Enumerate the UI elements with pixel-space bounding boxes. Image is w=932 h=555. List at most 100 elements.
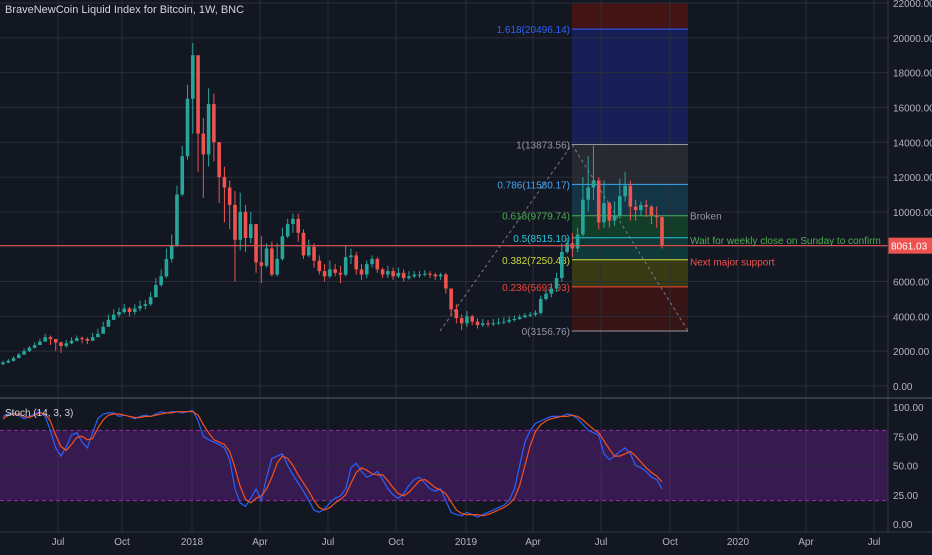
candle-body — [523, 315, 527, 318]
candle-body — [349, 255, 353, 258]
fib-zone — [572, 237, 688, 260]
candle-body — [438, 274, 443, 277]
candle-body — [190, 55, 195, 99]
candle-body — [412, 274, 417, 277]
candle-body — [596, 180, 601, 223]
candle-body — [544, 293, 548, 299]
candle-body — [291, 218, 295, 225]
candle-body — [238, 211, 243, 240]
candle-body — [154, 285, 158, 298]
y-tick-label: 14000.00 — [893, 138, 932, 149]
candle-body — [628, 185, 633, 207]
stoch-d-line — [2, 411, 663, 517]
stoch-y-tick-label: 0.00 — [893, 520, 913, 531]
fib-level-label: 0.236(5693.93) — [502, 283, 570, 294]
x-tick-label: 2019 — [455, 537, 478, 548]
candle-body — [75, 338, 79, 341]
candle-body — [623, 185, 627, 197]
candle-body — [380, 269, 385, 275]
candle-body — [17, 354, 21, 359]
candle-body — [111, 314, 116, 320]
candle-body — [422, 273, 427, 275]
candle-body — [459, 318, 464, 324]
candle-body — [38, 341, 42, 346]
current-price-tag — [888, 237, 932, 254]
candle-body — [644, 204, 648, 207]
candle-body — [417, 274, 422, 276]
candle-body — [354, 255, 359, 270]
candle-body — [138, 305, 142, 309]
candle-body — [607, 203, 612, 221]
y-tick-label: 22000.00 — [893, 0, 932, 10]
candle-body — [164, 258, 169, 277]
fib-level-label: 0.5(8515.10) — [513, 234, 570, 245]
candle-body — [148, 297, 153, 305]
y-tick-label: 20000.00 — [893, 34, 932, 45]
candle-body — [538, 298, 543, 313]
candle-body — [375, 258, 380, 270]
current-price-label: 8061.03 — [891, 242, 928, 253]
candle-body — [233, 204, 237, 240]
candles — [1, 43, 664, 366]
candle-body — [618, 196, 622, 216]
x-tick-label: Jul — [322, 537, 335, 548]
candle-body — [560, 251, 564, 279]
candle-body — [507, 319, 511, 322]
candle-body — [660, 217, 664, 246]
fib-level-label: 0.382(7250.48) — [502, 256, 570, 267]
candle-body — [280, 236, 285, 259]
candle-body — [449, 288, 453, 310]
fib-zone — [572, 259, 688, 287]
candle-body — [196, 55, 200, 134]
candle-body — [212, 103, 216, 143]
fib-zone — [572, 286, 688, 332]
stoch-y-tick-label: 75.00 — [893, 432, 918, 443]
candle-body — [649, 206, 654, 216]
candle-body — [391, 271, 395, 277]
candle-body — [654, 215, 659, 218]
candle-body — [444, 274, 448, 289]
candle-body — [101, 326, 105, 334]
candle-body — [117, 312, 121, 315]
stoch-y-tick-label: 50.00 — [893, 462, 918, 473]
trend-line — [439, 144, 573, 332]
candle-body — [11, 358, 16, 361]
x-tick-label: 2018 — [181, 537, 204, 548]
candle-body — [22, 351, 26, 355]
candle-body — [364, 264, 369, 275]
candle-body — [275, 258, 279, 275]
candle-body — [407, 276, 411, 279]
candle-body — [127, 308, 132, 313]
candle-body — [159, 276, 163, 286]
x-tick-label: Apr — [252, 537, 268, 548]
candle-body — [185, 98, 190, 157]
stoch-y-tick-label: 25.00 — [893, 491, 918, 502]
chart-annotation: Wait for weekly close on Sunday to confi… — [690, 236, 881, 247]
chart-annotation: Broken — [690, 211, 722, 222]
candle-body — [581, 199, 585, 235]
chart-annotation: Next major support — [690, 258, 775, 269]
candle-body — [575, 234, 580, 249]
candle-body — [639, 204, 643, 211]
fib-zone — [572, 3, 688, 30]
y-tick-label: 4000.00 — [893, 312, 930, 323]
candle-body — [201, 133, 206, 155]
candle-body — [343, 257, 348, 275]
candle-body — [59, 342, 63, 346]
candle-body — [633, 206, 638, 211]
candle-body — [517, 317, 522, 319]
fib-zone — [572, 29, 688, 145]
stoch-y-tick-label: 100.00 — [893, 403, 924, 414]
candle-body — [175, 194, 179, 245]
candle-body — [254, 224, 258, 263]
candle-body — [53, 338, 58, 343]
candle-body — [386, 271, 390, 275]
candle-body — [486, 323, 490, 325]
candle-body — [80, 338, 84, 340]
chart-title: BraveNewCoin Liquid Index for Bitcoin, 1… — [5, 4, 245, 16]
candle-body — [64, 343, 69, 346]
candle-body — [480, 323, 485, 326]
y-tick-label: 6000.00 — [893, 278, 930, 289]
